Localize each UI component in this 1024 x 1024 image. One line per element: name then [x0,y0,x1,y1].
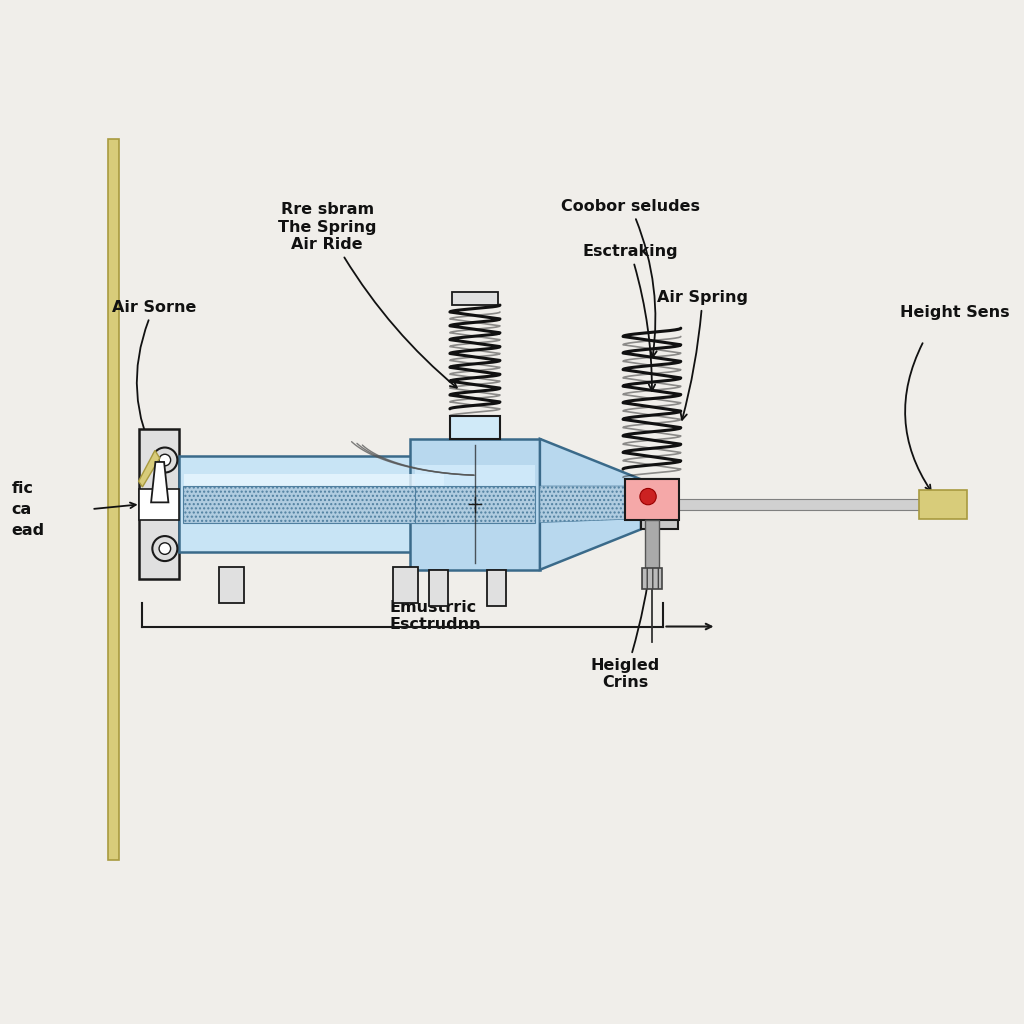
Bar [415,486,536,522]
Text: Height Sens: Height Sens [900,304,1010,319]
Bar [415,465,536,498]
Bar [410,439,540,569]
Bar [183,486,444,522]
Bar [184,473,443,495]
Bar [645,520,658,568]
Bar [452,292,498,305]
Bar [487,569,506,606]
Bar [625,479,679,520]
Polygon shape [540,486,641,522]
Polygon shape [152,462,168,503]
Bar [179,456,449,552]
Bar [219,567,245,603]
Bar [678,499,920,510]
Bar [450,416,500,439]
Text: Coobor seludes: Coobor seludes [561,199,699,357]
Text: Air Spring: Air Spring [657,290,748,420]
Bar [429,569,449,606]
Bar [138,488,179,520]
Bar [138,429,179,580]
Circle shape [159,543,171,554]
Circle shape [153,447,177,472]
Bar [109,138,119,860]
Circle shape [153,536,177,561]
Text: Esctraking: Esctraking [583,244,678,391]
Text: Heigled
Crins: Heigled Crins [591,558,660,690]
Text: Emustrric
Esctrudnn: Emustrric Esctrudnn [390,593,481,633]
Text: Rre sbram
The Spring
Air Ride: Rre sbram The Spring Air Ride [278,203,457,388]
Bar [392,567,418,603]
Text: fic
ca
ead: fic ca ead [11,480,45,538]
Polygon shape [138,451,160,487]
Polygon shape [540,439,641,569]
Bar [920,489,968,519]
Circle shape [640,488,656,505]
Circle shape [159,455,171,466]
Bar [642,568,662,589]
Bar [641,479,678,529]
Text: Air Sorne: Air Sorne [112,300,197,462]
